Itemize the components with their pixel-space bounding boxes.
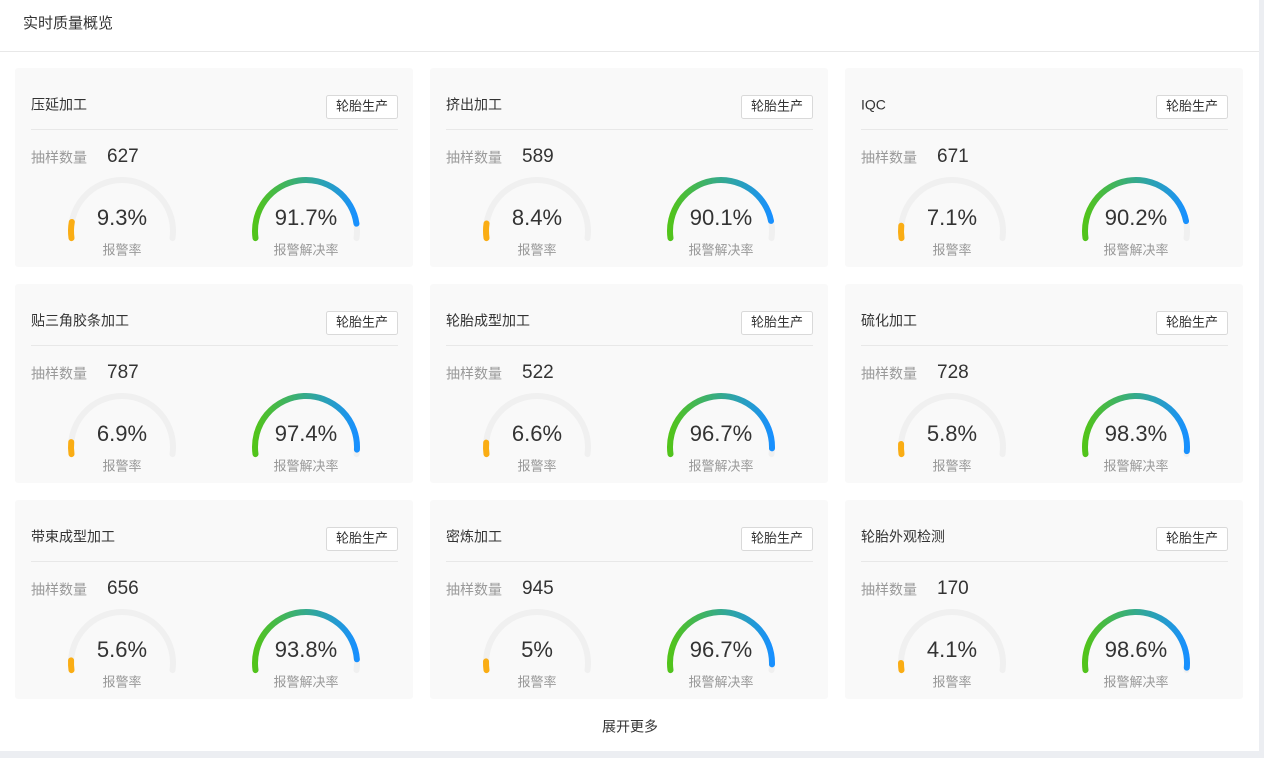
gauge-value: 93.8% [275,637,337,662]
tag-label[interactable]: 轮胎生产 [1166,314,1218,329]
sample-count: 656 [107,578,139,599]
gauge-caption: 报警率 [932,674,971,689]
gauge-caption: 报警率 [102,674,141,689]
sample-label: 抽样数量 [861,366,917,382]
gauge-caption: 报警解决率 [688,674,753,689]
gauge-arc [486,223,487,238]
gauge-value: 5.6% [97,637,147,662]
gauge-caption: 报警解决率 [688,458,753,473]
card-title: 轮胎成型加工 [446,313,530,329]
gauge-arc [71,222,72,238]
sample-count: 589 [522,146,554,167]
sample-label: 抽样数量 [446,150,502,166]
gauge-caption: 报警率 [517,242,556,257]
gauge-caption: 报警解决率 [1103,458,1168,473]
gauge-caption: 报警率 [517,458,556,473]
gauge-value: 98.3% [1105,421,1167,446]
expand-more[interactable]: 展开更多 [602,719,658,735]
gauge-value: 5.8% [927,421,977,446]
sample-label: 抽样数量 [446,366,502,382]
gauge-caption: 报警率 [102,458,141,473]
card-title: 带束成型加工 [31,529,115,545]
gauge-caption: 报警解决率 [1103,242,1168,257]
gauge-value: 96.7% [690,421,752,446]
sample-label: 抽样数量 [446,582,502,598]
sample-count: 787 [107,362,139,383]
gauge-value: 6.6% [512,421,562,446]
sample-count: 945 [522,578,554,599]
sample-label: 抽样数量 [31,582,87,598]
tag-label[interactable]: 轮胎生产 [336,530,388,545]
gauge-caption: 报警解决率 [273,242,338,257]
card-title: 密炼加工 [446,529,502,545]
page-title: 实时质量概览 [23,15,113,32]
sample-label: 抽样数量 [861,582,917,598]
card-title: 硫化加工 [861,313,917,329]
gauge-caption: 报警率 [932,242,971,257]
sample-label: 抽样数量 [31,150,87,166]
gauge-value: 4.1% [927,637,977,662]
gauge-value: 90.2% [1105,205,1167,230]
card-title: 轮胎外观检测 [861,529,945,545]
bottom-strip [0,751,1264,758]
sample-label: 抽样数量 [31,366,87,382]
gauge-value: 97.4% [275,421,337,446]
gauge-caption: 报警解决率 [1103,674,1168,689]
gauge-value: 91.7% [275,205,337,230]
sample-count: 627 [107,146,139,167]
tag-label[interactable]: 轮胎生产 [751,314,803,329]
tag-label[interactable]: 轮胎生产 [751,530,803,545]
gauge-value: 90.1% [690,205,752,230]
tag-label[interactable]: 轮胎生产 [336,314,388,329]
sample-count: 170 [937,578,969,599]
gauge-value: 5% [521,637,553,662]
card-title: IQC [861,97,886,113]
tag-label[interactable]: 轮胎生产 [336,98,388,113]
tag-label[interactable]: 轮胎生产 [751,98,803,113]
card-title: 贴三角胶条加工 [31,313,129,329]
gauge-caption: 报警解决率 [688,242,753,257]
gauge-caption: 报警率 [517,674,556,689]
gauge-value: 9.3% [97,205,147,230]
sample-label: 抽样数量 [861,150,917,166]
tag-label[interactable]: 轮胎生产 [1166,98,1218,113]
gauge-caption: 报警解决率 [273,458,338,473]
gauge-caption: 报警率 [102,242,141,257]
gauge-value: 8.4% [512,205,562,230]
gauge-caption: 报警解决率 [273,674,338,689]
sample-count: 522 [522,362,554,383]
scrollbar-strip [1259,0,1264,758]
card-title: 挤出加工 [446,97,502,113]
gauge-value: 96.7% [690,637,752,662]
gauge-caption: 报警率 [932,458,971,473]
gauge-value: 6.9% [97,421,147,446]
card-title: 压延加工 [31,97,87,113]
tag-label[interactable]: 轮胎生产 [1166,530,1218,545]
sample-count: 728 [937,362,969,383]
sample-count: 671 [937,146,969,167]
gauge-value: 7.1% [927,205,977,230]
gauge-value: 98.6% [1105,637,1167,662]
